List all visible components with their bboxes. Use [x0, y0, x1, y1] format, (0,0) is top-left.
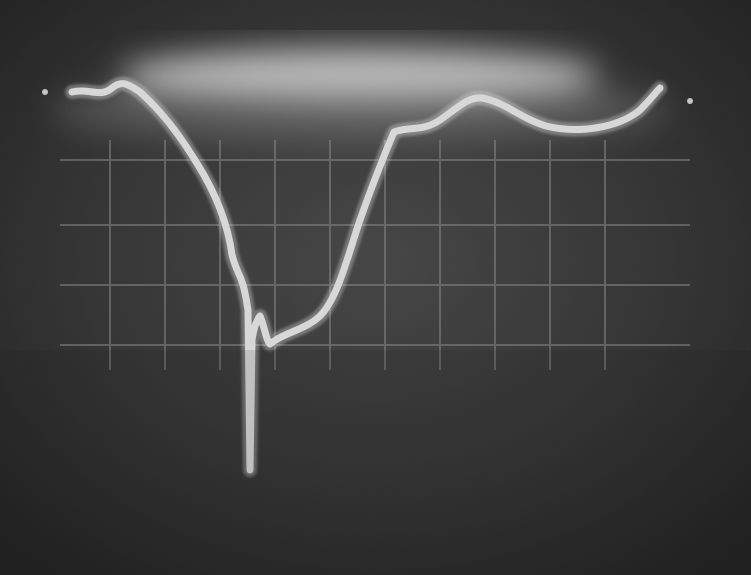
film-grain — [0, 0, 751, 575]
oscilloscope-photo — [0, 0, 751, 575]
